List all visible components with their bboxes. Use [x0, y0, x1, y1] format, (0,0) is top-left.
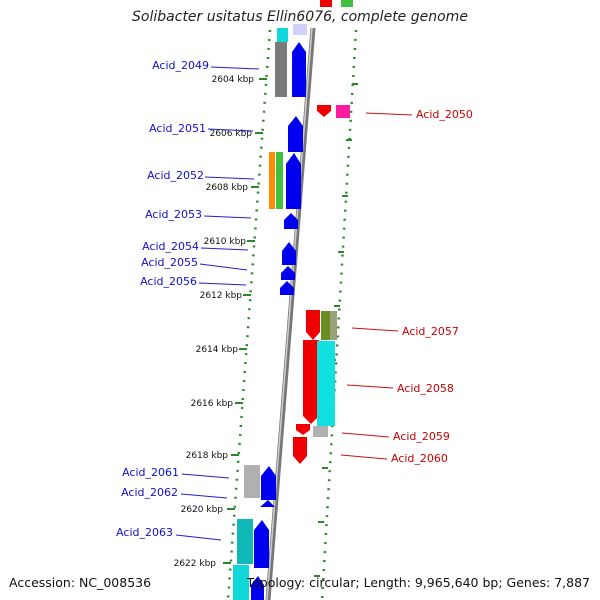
kbp-tick-label: 2614 kbp [196, 345, 239, 355]
gene-label-left[interactable]: Acid_2051 [149, 122, 206, 135]
gene-acid-2063-arrow [254, 520, 269, 568]
gene-label-left[interactable]: Acid_2055 [141, 256, 198, 269]
gene-label-left[interactable]: Acid_2062 [121, 486, 178, 499]
gene-acid-2057-arrow [306, 310, 320, 340]
gene-acid-2060-arrow [293, 437, 307, 464]
cog-strips-forward [233, 28, 288, 600]
genome-axis [265, 27, 316, 600]
gene-label-right[interactable]: Acid_2058 [397, 382, 454, 395]
gene-acid-2061-arrow [261, 466, 276, 500]
map-title: Solibacter usitatus Ellin6076, complete … [132, 9, 468, 25]
gene-acid-2056-arrow [280, 281, 294, 295]
kbp-tick-label: 2612 kbp [200, 291, 243, 301]
label-connectors-left [175, 66, 260, 541]
gene-acid-2053-arrow [284, 213, 298, 229]
gene-acid-2051-arrow [288, 116, 303, 152]
gene-acid-2052-arrow [286, 153, 301, 209]
gene-acid-2062-arrow [260, 500, 275, 507]
label-connectors-right [340, 112, 413, 460]
cog-strips-reverse [313, 0, 353, 437]
gene-acid-2054-arrow [282, 242, 296, 265]
gene-label-right[interactable]: Acid_2050 [416, 108, 473, 121]
topology-text: Topology: circular; Length: 9,965,640 bp… [246, 575, 590, 590]
forward-genes [251, 24, 307, 600]
accession-text: Accession: NC_008536 [9, 575, 152, 590]
kbp-tick-label: 2610 kbp [204, 237, 247, 247]
kbp-tick-label: 2606 kbp [210, 129, 253, 139]
gene-label-left[interactable]: Acid_2063 [116, 526, 173, 539]
kbp-tick-label: 2622 kbp [174, 559, 217, 569]
kbp-tick-label: 2604 kbp [212, 75, 255, 85]
kbp-tick-label: 2618 kbp [186, 451, 229, 461]
kbp-tick-marks [223, 78, 267, 564]
gene-acid-2055-arrow [281, 266, 295, 280]
gene-label-left[interactable]: Acid_2053 [145, 208, 202, 221]
gene-label-left[interactable]: Acid_2049 [152, 59, 209, 72]
gene-acid-2059-arrow [296, 424, 310, 435]
kbp-tick-label: 2620 kbp [181, 505, 224, 515]
gene-acid-2050-arrow [317, 105, 331, 117]
gene-label-left[interactable]: Acid_2056 [140, 275, 197, 288]
gene-label-left[interactable]: Acid_2052 [147, 169, 204, 182]
kbp-tick-label: 2616 kbp [191, 399, 234, 409]
gene-acid-2049-arrow [292, 42, 306, 97]
gene-label-right[interactable]: Acid_2057 [402, 325, 459, 338]
kbp-tick-label: 2608 kbp [206, 183, 249, 193]
gene-label-right[interactable]: Acid_2059 [393, 430, 450, 443]
gene-label-right[interactable]: Acid_2060 [391, 452, 448, 465]
gene-label-left[interactable]: Acid_2061 [122, 466, 179, 479]
gene-label-left[interactable]: Acid_2054 [142, 240, 199, 253]
gene-acid-2058-arrow [303, 340, 319, 424]
reverse-genes [293, 0, 332, 464]
